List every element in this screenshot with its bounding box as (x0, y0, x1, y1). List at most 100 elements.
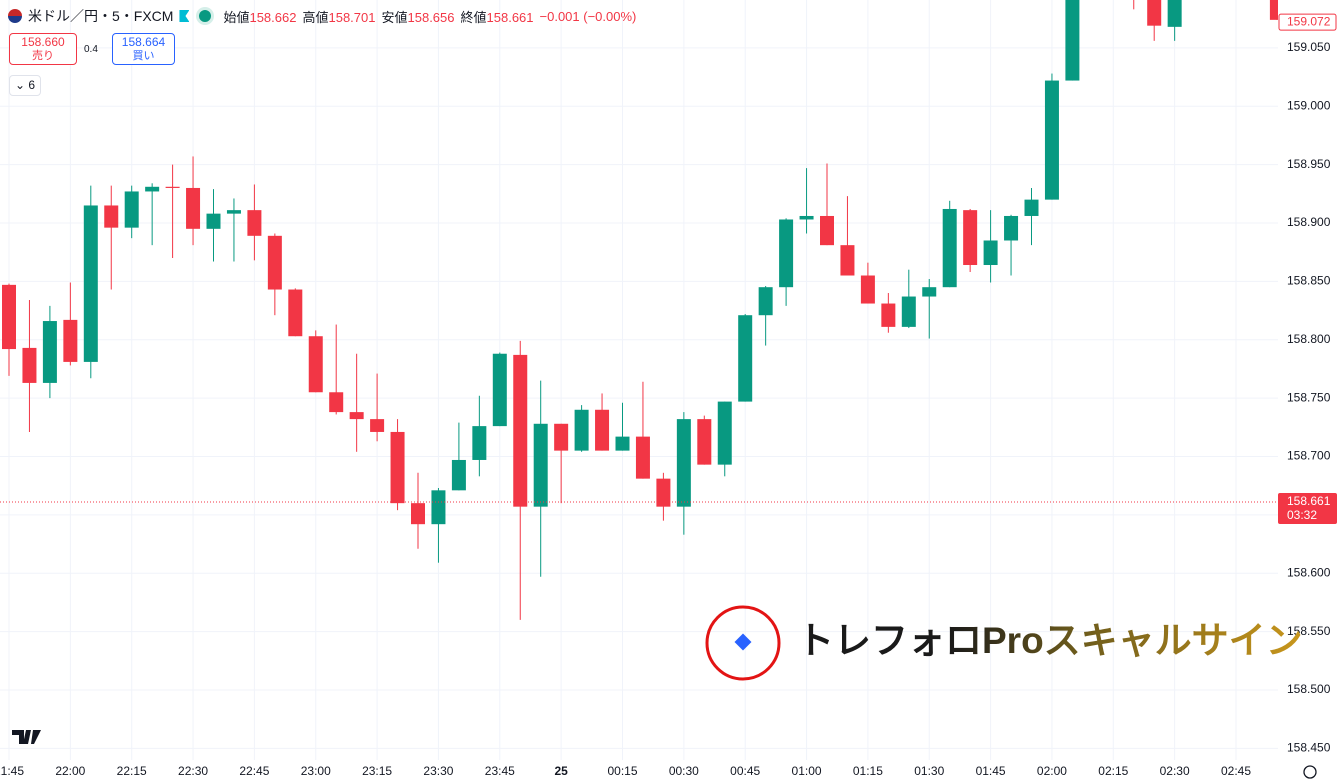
candle-body (656, 478, 671, 507)
candle-body (2, 284, 16, 350)
high-value: 158.701 (328, 9, 376, 25)
candle-body (1024, 199, 1039, 216)
x-tick-label: 02:15 (1098, 764, 1128, 778)
buy-button[interactable]: 158.664 買い (112, 33, 175, 65)
y-tick-label: 158.900 (1287, 215, 1331, 229)
candle-body (799, 215, 814, 220)
candle-body (513, 354, 528, 507)
axes: 158.450158.500158.550158.600158.650158.7… (0, 13, 1337, 778)
sell-button[interactable]: 158.660 売り (9, 33, 77, 65)
x-tick-label: 01:15 (853, 764, 883, 778)
countdown-label: 03:32 (1287, 508, 1317, 522)
x-tick-label: 01:45 (976, 764, 1006, 778)
x-tick-label: 00:45 (730, 764, 760, 778)
candle-body (1065, 0, 1080, 81)
signal-diamond (734, 633, 752, 651)
candle-body (635, 436, 650, 479)
sell-price: 158.660 (21, 35, 65, 49)
candle-body (1269, 0, 1278, 20)
indicators-toggle[interactable]: ⌄ 6 (9, 75, 41, 96)
candle-body (738, 315, 753, 402)
candle-body (206, 213, 221, 229)
symbol[interactable]: 米ドル／円・5・FXCM (28, 8, 174, 24)
candle-body (104, 205, 119, 228)
y-tick-label: 158.550 (1287, 624, 1331, 638)
candle-body (983, 240, 998, 266)
legend: 米ドル／円・5・FXCM 始値158.662 高値158.701 安値158.6… (8, 6, 636, 26)
change: −0.001 (−0.00%) (539, 8, 637, 24)
candle-body (349, 412, 364, 420)
candle-body (390, 431, 405, 504)
x-tick-label: 01:30 (914, 764, 944, 778)
x-tick-label: 22:30 (178, 764, 208, 778)
candle-body (42, 321, 57, 383)
x-tick-label: 22:15 (117, 764, 147, 778)
spread: 0.4 (84, 44, 98, 55)
last-price-tag (1278, 492, 1337, 524)
x-tick-label: 00:15 (607, 764, 637, 778)
x-tick-label: 02:00 (1037, 764, 1067, 778)
price-tag (1278, 13, 1337, 31)
candle-body (288, 289, 303, 337)
candle-body (308, 336, 323, 393)
x-tick-label: 25 (554, 764, 568, 778)
candle-body (411, 503, 425, 525)
low-label: 安値 (381, 9, 408, 25)
candle-body (860, 275, 875, 304)
highlight-circle (705, 605, 781, 681)
candle-body (370, 419, 385, 432)
y-tick-label: 158.600 (1287, 565, 1331, 579)
candle-body (1004, 215, 1019, 241)
buy-price: 158.664 (121, 35, 166, 49)
x-tick-label: 23:00 (301, 764, 331, 778)
price-tag-label: 159.072 (1287, 14, 1331, 28)
x-tick-label: 02:45 (1221, 764, 1251, 778)
flag-icon (8, 9, 22, 23)
candle-body (697, 419, 712, 465)
candle-body (247, 210, 262, 236)
open-label: 始値 (223, 9, 250, 25)
low-value: 158.656 (407, 9, 455, 25)
candle-body (615, 436, 630, 451)
status-dot (199, 10, 212, 22)
y-tick-label: 159.000 (1287, 98, 1331, 112)
candle-body (533, 423, 548, 507)
overlay-text: トレフォロProスキャルサイン (797, 620, 1303, 661)
y-tick-label: 158.850 (1287, 274, 1331, 288)
x-tick-label: 22:00 (55, 764, 85, 778)
candle-body (492, 353, 507, 427)
candle-body (922, 287, 937, 297)
candle-body (145, 186, 160, 192)
candle-body (267, 235, 282, 290)
candle-body (574, 409, 589, 451)
candle-body (963, 210, 978, 266)
candle-body (329, 392, 344, 413)
candle-body (758, 287, 773, 316)
candle-body (165, 186, 180, 188)
x-tick-label: 21:45 (0, 764, 24, 778)
candle-body (901, 296, 916, 327)
x-tick-label: 00:30 (669, 764, 699, 778)
buy-label: 買い (132, 50, 155, 62)
candle-body (1044, 80, 1059, 200)
x-tick-label: 23:15 (362, 764, 392, 778)
last-price-label: 158.661 (1287, 494, 1331, 508)
x-tick-label: 22:45 (239, 764, 269, 778)
grid (0, 0, 1278, 760)
candle-body (595, 409, 610, 451)
candle-body (1167, 0, 1182, 27)
settings-icon[interactable] (1303, 765, 1317, 779)
candle-body (472, 426, 487, 460)
indicator-count: 6 (28, 78, 36, 92)
y-tick-label: 159.050 (1287, 40, 1331, 54)
candle-body (226, 210, 241, 214)
candle-body (881, 303, 896, 327)
close-label: 終値 (460, 9, 487, 25)
candle-body (1147, 0, 1162, 26)
tv-logo (12, 730, 41, 744)
x-tick-label: 01:00 (792, 764, 822, 778)
candle-body (186, 187, 201, 229)
flag-marker[interactable] (179, 10, 190, 22)
candle-body (63, 319, 78, 362)
